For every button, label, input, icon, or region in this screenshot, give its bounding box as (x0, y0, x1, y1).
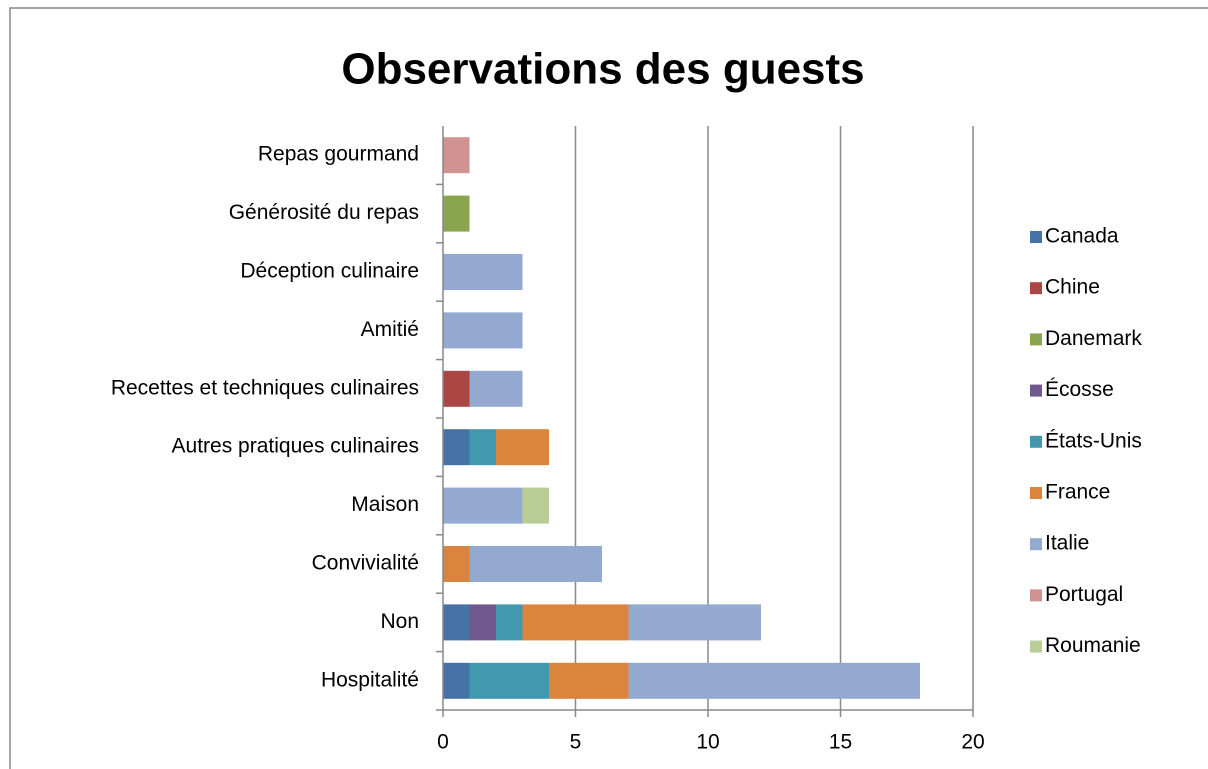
bar (443, 546, 470, 582)
x-tick-label: 0 (437, 731, 449, 754)
legend-swatch (1030, 538, 1042, 551)
y-tick-label: Générosité du repas (229, 201, 419, 224)
y-tick-label: Amitié (361, 318, 419, 341)
legend-swatch (1030, 282, 1042, 295)
legend-label: Écosse (1045, 378, 1114, 401)
bar (443, 487, 523, 524)
chart-title: Observations des guests (341, 45, 864, 94)
legend-label: Italie (1045, 532, 1089, 555)
bar (628, 662, 920, 699)
x-tick-label: 10 (696, 731, 719, 754)
bar (496, 604, 523, 641)
legend-label: Portugal (1045, 583, 1123, 606)
y-tick-label: Recettes et techniques culinaires (111, 376, 419, 399)
bar (443, 137, 470, 174)
legend-swatch (1030, 333, 1042, 346)
bar (469, 546, 602, 582)
bar (496, 429, 549, 466)
y-tick-label: Maison (351, 493, 419, 516)
bar (443, 312, 523, 349)
legend-label: États-Unis (1045, 429, 1142, 452)
bar (443, 429, 470, 466)
bar (549, 662, 629, 699)
bar (469, 429, 496, 466)
bar (522, 487, 549, 524)
x-tick-label: 5 (570, 731, 582, 754)
legend-label: Canada (1045, 225, 1119, 248)
legend-swatch (1030, 384, 1042, 397)
bar (443, 195, 470, 232)
bar (469, 662, 549, 699)
y-tick-label: Repas gourmand (258, 143, 419, 166)
bar (443, 370, 470, 407)
y-tick-label: Déception culinaire (240, 260, 419, 283)
legend-label: Danemark (1045, 327, 1142, 350)
legend-label: France (1045, 481, 1110, 504)
bar (469, 370, 523, 407)
legend-label: Chine (1045, 276, 1100, 299)
legend-swatch (1030, 589, 1042, 602)
legend-swatch (1030, 640, 1042, 653)
y-tick-label: Autres pratiques culinaires (172, 435, 419, 458)
bar (628, 604, 761, 641)
legend-swatch (1030, 231, 1042, 243)
bar (522, 604, 629, 641)
y-tick-label: Convivialité (312, 552, 419, 575)
legend-label: Roumanie (1045, 634, 1141, 657)
y-tick-label: Non (380, 610, 419, 633)
bar (443, 662, 470, 699)
x-tick-label: 20 (961, 731, 984, 754)
bar (469, 604, 496, 641)
legend-swatch (1030, 435, 1042, 448)
y-tick-label: Hospitalité (321, 668, 419, 691)
x-tick-label: 15 (829, 731, 852, 754)
bar (443, 604, 470, 641)
chart-frame (9, 7, 1208, 769)
bar (443, 254, 523, 290)
legend-swatch (1030, 487, 1042, 499)
